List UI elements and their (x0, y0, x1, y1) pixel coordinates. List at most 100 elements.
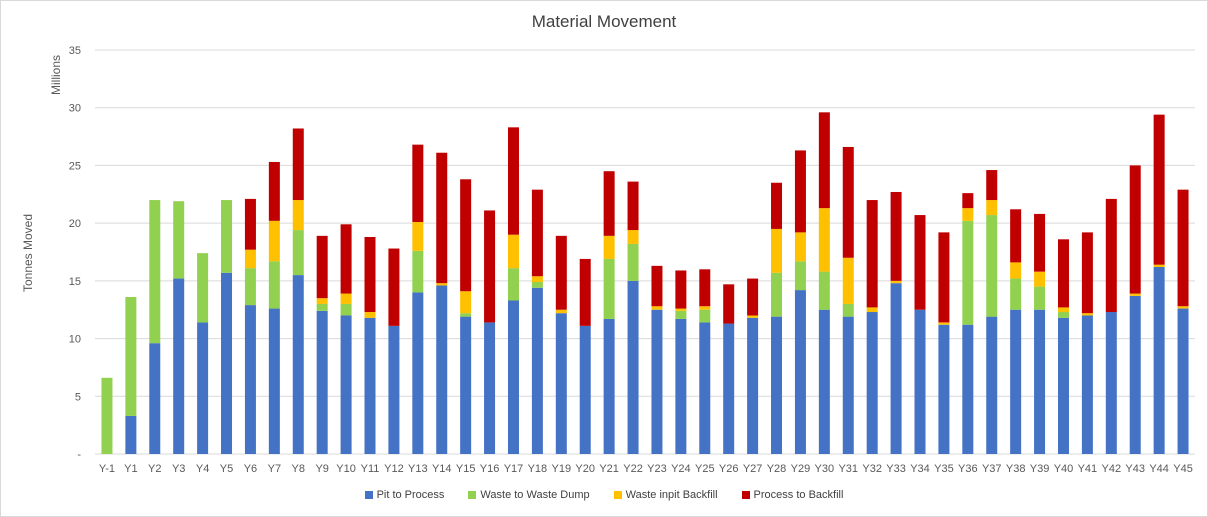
bar-segment (340, 315, 352, 454)
bar-segment (1057, 307, 1069, 313)
bar-segment (675, 308, 687, 311)
x-tick-label: Y31 (838, 463, 858, 475)
x-tick-label: Y41 (1078, 463, 1098, 475)
x-tick-label: Y18 (528, 463, 548, 475)
x-tick-label: Y9 (315, 463, 328, 475)
bar-segment (842, 316, 854, 454)
bar-segment (1057, 312, 1069, 318)
bar-segment (316, 303, 328, 311)
bar-segment (484, 210, 496, 323)
bar-segment (1081, 313, 1093, 316)
x-tick-label: Y20 (575, 463, 595, 475)
bar-segment (747, 315, 759, 318)
bar-segment (268, 161, 280, 221)
bar-segment (603, 318, 615, 454)
bar-segment (890, 280, 902, 284)
bar-segment (1129, 165, 1141, 294)
bar-segment (603, 171, 615, 236)
bars (101, 112, 1189, 454)
y-tick-label: 10 (69, 334, 81, 346)
bar-segment (460, 316, 472, 454)
x-tick-label: Y27 (743, 463, 763, 475)
bar-segment (244, 198, 256, 250)
x-tick-label: Y17 (504, 463, 524, 475)
bar-segment (436, 283, 448, 286)
x-tick-label: Y37 (982, 463, 1002, 475)
x-tick-label: Y42 (1102, 463, 1122, 475)
bar-segment (1177, 306, 1189, 309)
x-tick-label: Y39 (1030, 463, 1050, 475)
bar-segment (771, 182, 783, 229)
bar-segment (292, 230, 304, 276)
bar-segment (579, 325, 591, 454)
bar-segment (627, 230, 639, 244)
bar-segment (1177, 308, 1189, 454)
x-tick-label: Y14 (432, 463, 452, 475)
x-tick-label: Y21 (599, 463, 619, 475)
bar-segment (818, 208, 830, 272)
bar-segment (436, 152, 448, 284)
bar-segment (938, 232, 950, 323)
bar-segment (507, 268, 519, 301)
bar-segment (1010, 209, 1022, 263)
bar-segment (675, 318, 687, 454)
bar-segment (818, 309, 830, 454)
bar-segment (149, 343, 161, 454)
x-tick-label: Y5 (220, 463, 233, 475)
bar-segment (962, 220, 974, 325)
bar-segment (723, 323, 735, 454)
bar-segment (1105, 198, 1117, 313)
bar-segment (1081, 232, 1093, 314)
bar-segment (699, 269, 711, 307)
x-tick-label: Y24 (671, 463, 691, 475)
bar-segment (292, 128, 304, 201)
bar-segment (316, 310, 328, 454)
bar-segment (1034, 286, 1046, 310)
bar-segment (842, 146, 854, 258)
x-tick-label: Y19 (552, 463, 572, 475)
bar-segment (866, 312, 878, 454)
bar-segment (531, 287, 543, 454)
bar-segment (340, 293, 352, 304)
bar-segment (579, 258, 591, 326)
bar-segment (555, 313, 567, 454)
bar-segment (675, 310, 687, 319)
y-tick-label: - (77, 449, 81, 461)
bar-segment (197, 253, 209, 323)
x-tick-label: Y34 (910, 463, 930, 475)
bar-segment (460, 179, 472, 292)
axes: - 5 10 15 20 25 30 35 Y-1 Y1 Y2 Y3 Y4 Y5 Y6 Y7 Y8 Y9 Y10 Y1… (69, 45, 1193, 475)
gridlines (95, 49, 1195, 455)
bar-segment (531, 189, 543, 277)
bar-segment (962, 208, 974, 221)
bar-segment (292, 200, 304, 231)
bar-segment (244, 305, 256, 454)
x-tick-label: Y16 (480, 463, 500, 475)
y-tick-label: 35 (69, 45, 81, 57)
legend-item: Process to Backfill (741, 489, 843, 501)
bar-segment (412, 250, 424, 293)
x-tick-label: Y28 (767, 463, 787, 475)
x-tick-label: Y33 (886, 463, 906, 475)
bar-segment (197, 322, 209, 454)
bar-segment (149, 200, 161, 344)
bar-segment (794, 261, 806, 291)
bar-segment (1129, 295, 1141, 454)
bar-segment (125, 415, 137, 454)
bar-segment (866, 307, 878, 313)
y-axis-units-label: Millions (49, 55, 63, 95)
x-tick-label: Y30 (815, 463, 835, 475)
bar-segment (699, 306, 711, 310)
bar-segment (771, 272, 783, 317)
x-tick-label: Y43 (1125, 463, 1145, 475)
x-tick-label: Y12 (384, 463, 404, 475)
x-tick-label: Y22 (623, 463, 643, 475)
bar-segment (842, 257, 854, 304)
bar-segment (1153, 264, 1165, 268)
bar-segment (412, 144, 424, 222)
x-tick-label: Y45 (1173, 463, 1193, 475)
legend-label: Waste to Waste Dump (480, 489, 590, 501)
bar-segment (1081, 315, 1093, 454)
x-tick-label: Y36 (958, 463, 978, 475)
x-tick-label: Y35 (934, 463, 954, 475)
